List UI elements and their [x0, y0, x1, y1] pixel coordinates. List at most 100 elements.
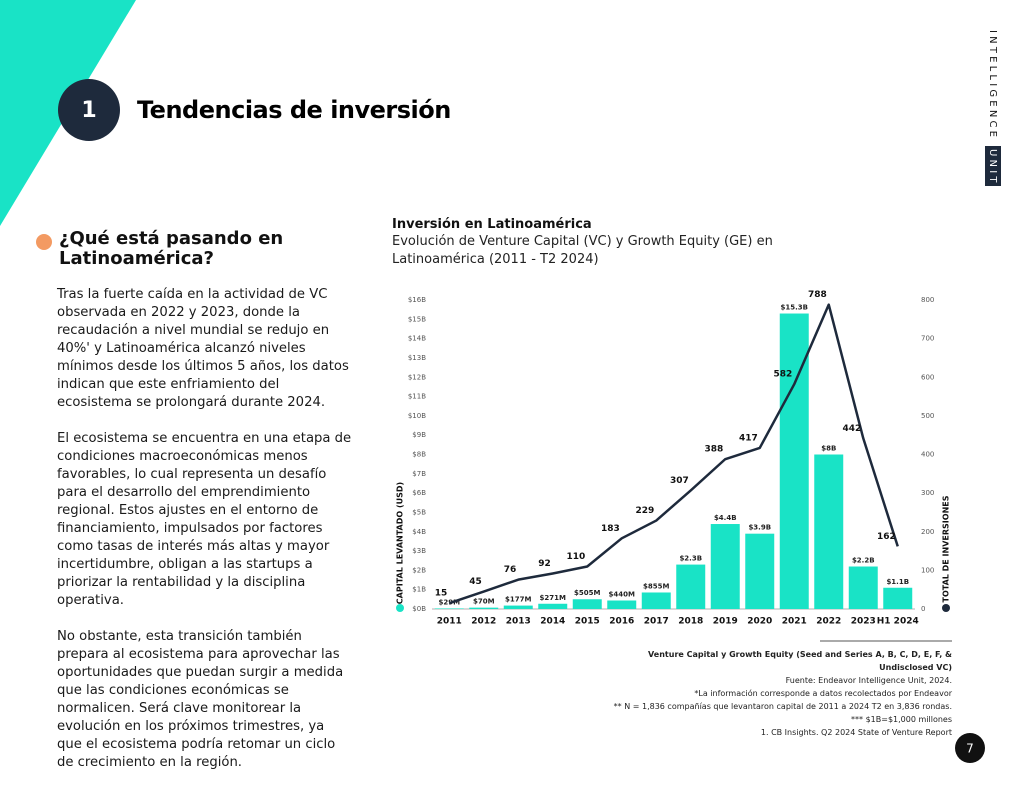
y2-tick-label: 600: [921, 373, 934, 381]
bar-value-label: $70M: [473, 598, 495, 606]
bar-value-label: $855M: [643, 582, 669, 590]
y-tick-label: $8B: [412, 451, 426, 459]
plot: $0B $1B $2B $3B $4B $5B $6B $7B $8B $9B $10B $11B $1…: [396, 290, 951, 626]
bar: [503, 605, 533, 609]
bar: [883, 587, 913, 609]
section-badge: [58, 79, 120, 141]
x-tick-label: 2014: [540, 617, 565, 627]
footnote: Fuente: Endeavor Intelligence Unit, 2024…: [785, 676, 952, 685]
chart-title: Inversión en Latinoamérica: [392, 217, 592, 232]
y2-axis-label: TOTAL DE INVERSIONES: [942, 495, 951, 602]
footnote: *La información corresponde a datos reco…: [694, 689, 952, 698]
y-tick-label: $5B: [412, 508, 426, 516]
x-tick-label: 2016: [609, 617, 634, 627]
y2-tick-label: 0: [921, 605, 925, 613]
line-value-label: 15: [435, 589, 448, 599]
bar-value-label: $3.9B: [748, 524, 771, 532]
bar: [814, 454, 844, 609]
y-legend-dot: [396, 604, 404, 612]
y-tick-label: $15B: [408, 315, 426, 323]
y-tick-label: $14B: [408, 335, 426, 343]
y-tick-label: $7B: [412, 470, 426, 478]
line-value-label: 582: [773, 370, 792, 380]
y2-tick-label: 300: [921, 489, 934, 497]
page-number: 7: [966, 742, 974, 756]
line-value-label: 76: [504, 565, 517, 575]
line-value-label: 183: [601, 524, 620, 534]
x-tick-label: 2023: [851, 617, 876, 627]
bar: [538, 603, 568, 609]
section-number: 1: [81, 98, 96, 123]
line-value-label: 110: [566, 552, 585, 562]
x-tick-label: 2012: [471, 617, 496, 627]
x-tick-label: 2018: [678, 617, 703, 627]
x-tick-label: 2019: [713, 617, 738, 627]
bar: [469, 607, 499, 609]
line-value-label: 45: [469, 577, 482, 587]
y-tick-label: $13B: [408, 354, 426, 362]
bar-value-label: $1.1B: [886, 578, 909, 586]
y-tick-label: $16B: [408, 296, 426, 304]
y-tick-label: $9B: [412, 431, 426, 439]
footnote: *** $1B=$1,000 millones: [851, 715, 952, 724]
paragraph: Tras la fuerte caída en la actividad de …: [57, 287, 349, 410]
line-value-label: 307: [670, 476, 689, 486]
y2-tick-label: 200: [921, 528, 934, 536]
line-value-label: 788: [808, 290, 827, 300]
y2-tick-label: 700: [921, 335, 934, 343]
y-tick-label: $12B: [408, 373, 426, 381]
line-value-label: 229: [635, 506, 654, 516]
y-tick-label: $11B: [408, 393, 426, 401]
chart-subtitle: Evolución de Venture Capital (VC) y Grow…: [392, 234, 773, 267]
y-tick-label: $1B: [412, 586, 426, 594]
bar-value-label: $2.2B: [852, 557, 875, 565]
bar-value-label: $177M: [505, 596, 531, 604]
page-badge: [955, 733, 985, 763]
y2-tick-label: 800: [921, 296, 934, 304]
bar-value-label: $4.4B: [714, 514, 737, 522]
line-value-label: 162: [877, 532, 896, 542]
y2-legend-dot: [942, 604, 950, 612]
bar: [434, 608, 464, 609]
brand: INTELLIGENCE UNIT: [985, 30, 1001, 186]
brand-highlight: UNIT: [987, 149, 998, 186]
body-text: Tras la fuerte caída en la actividad de …: [57, 286, 353, 790]
y-tick-label: $2B: [412, 566, 426, 574]
y-tick-label: $10B: [408, 412, 426, 420]
y-tick-label: $6B: [412, 489, 426, 497]
footnotes: Venture Capital y Growth Equity (Seed an…: [600, 648, 952, 739]
y2-tick-label: 100: [921, 566, 934, 574]
line-value-label: 388: [704, 445, 723, 455]
bar-value-label: $8B: [821, 445, 836, 453]
bar: [572, 599, 602, 609]
line: [448, 303, 899, 605]
bar: [710, 524, 740, 609]
y2-tick-label: 400: [921, 451, 934, 459]
footnote: ** N = 1,836 compañías que levantaron ca…: [613, 702, 952, 711]
x-tick-label: 2017: [644, 617, 669, 627]
bar-value-label: $2.3B: [679, 555, 702, 563]
x-tick-label: 2021: [782, 617, 807, 627]
x-tick-label: 2015: [575, 617, 600, 627]
bar-value-label: $271M: [540, 594, 566, 602]
line-value-label: 442: [842, 424, 861, 434]
bar-value-label: $440M: [609, 591, 635, 599]
bar: [607, 600, 637, 609]
y-axis-label: CAPITAL LEVANTADO (USD): [396, 482, 405, 604]
paragraph: El ecosistema se encuentra en una etapa …: [57, 431, 352, 608]
footnote: Venture Capital y Growth Equity (Seed an…: [648, 650, 952, 672]
line-value-label: 92: [538, 559, 551, 569]
x-tick-label: 2022: [816, 617, 841, 627]
brand-text: INTELLIGENCE: [987, 30, 998, 140]
y-tick-label: $4B: [412, 528, 426, 536]
y-tick-label: $0B: [412, 605, 426, 613]
paragraph: No obstante, esta transición también pre…: [57, 629, 344, 770]
y-tick-label: $3B: [412, 547, 426, 555]
bar: [676, 564, 706, 609]
bullet-dot: [36, 234, 52, 250]
line-value-label: 417: [739, 433, 758, 443]
bar: [641, 592, 671, 609]
y2-tick-label: 500: [921, 412, 934, 420]
